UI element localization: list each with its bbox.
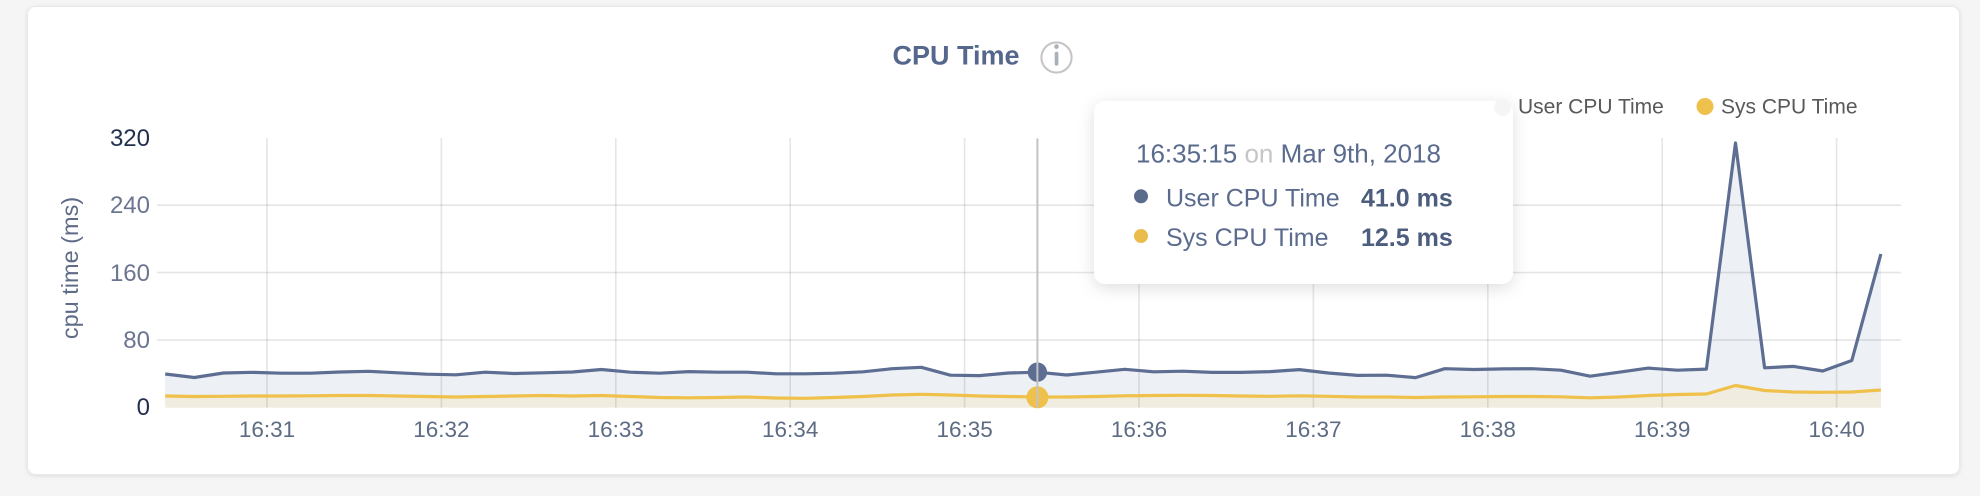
svg-text:16:31: 16:31 [239, 417, 295, 442]
svg-text:16:40: 16:40 [1808, 417, 1864, 442]
svg-text:16:35:15 on Mar 9th, 2018: 16:35:15 on Mar 9th, 2018 [1136, 139, 1441, 169]
svg-text:41.0 ms: 41.0 ms [1361, 185, 1453, 213]
svg-text:320: 320 [110, 125, 150, 152]
svg-text:16:35: 16:35 [936, 417, 992, 442]
svg-text:16:37: 16:37 [1285, 417, 1341, 442]
svg-text:16:32: 16:32 [413, 417, 469, 442]
svg-text:16:38: 16:38 [1460, 417, 1516, 442]
svg-text:16:39: 16:39 [1634, 417, 1690, 442]
svg-text:12.5 ms: 12.5 ms [1361, 224, 1453, 252]
svg-text:16:33: 16:33 [588, 417, 644, 442]
svg-text:Sys CPU Time: Sys CPU Time [1721, 96, 1858, 119]
svg-text:User CPU Time: User CPU Time [1166, 185, 1340, 213]
svg-text:User CPU Time: User CPU Time [1518, 96, 1664, 119]
svg-text:0: 0 [137, 394, 150, 421]
svg-text:16:36: 16:36 [1111, 417, 1167, 442]
svg-text:Sys CPU Time: Sys CPU Time [1166, 224, 1329, 252]
svg-text:16:34: 16:34 [762, 417, 818, 442]
svg-text:160: 160 [110, 260, 150, 287]
svg-text:240: 240 [110, 192, 150, 219]
svg-text:CPU Time: CPU Time [892, 41, 1019, 71]
svg-text:80: 80 [123, 327, 150, 354]
svg-text:cpu time (ms): cpu time (ms) [57, 197, 83, 339]
